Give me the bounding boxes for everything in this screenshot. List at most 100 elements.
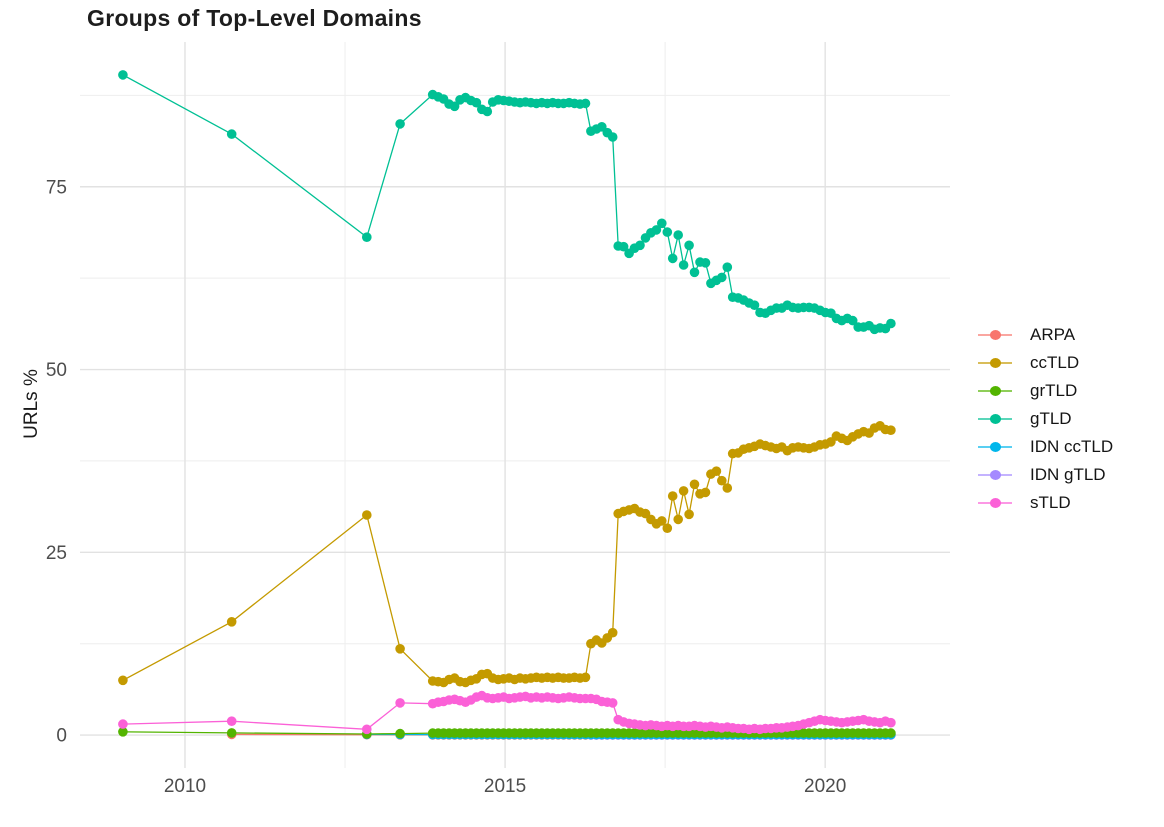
legend-label: IDN ccTLD [1030,437,1114,456]
data-point [886,728,896,738]
data-point [118,727,128,737]
data-point [711,466,722,477]
data-point [580,98,591,109]
legend-label: IDN gTLD [1030,465,1106,484]
data-point [847,315,858,326]
data-point [667,253,678,264]
legend-key-dot [990,498,1001,508]
y-tick-label: 50 [46,360,67,381]
legend-key-dot [990,470,1001,480]
data-point [722,262,733,273]
data-point [635,240,645,251]
legend-item-arpa: ARPA [978,321,1113,349]
data-point [749,300,760,311]
legend-key-dot [990,358,1001,368]
data-point [118,70,128,80]
legend-item-stld: sTLD [978,489,1113,517]
data-point [678,260,689,270]
data-point [886,425,896,436]
data-point [449,101,460,112]
x-tick-label: 2015 [484,776,526,797]
data-point [226,617,237,627]
data-point [362,510,372,520]
data-point [580,672,591,683]
gridlines [80,42,950,768]
data-point [678,486,689,496]
legend-key-icon [978,496,1012,510]
chart-title: Groups of Top-Level Domains [87,5,422,31]
data-point [395,728,405,739]
data-point [607,698,618,708]
legend-item-grtld: grTLD [978,377,1113,405]
data-point [607,132,618,142]
y-axis-title: URLs % [21,369,42,439]
data-point [689,267,700,278]
data-point [618,241,629,252]
axis-labels: 0 25 50 75 2010 2015 2020 [46,177,846,797]
legend-key-icon [978,412,1012,426]
series-stld [118,690,896,735]
legend-key-icon [978,384,1012,398]
data-point [684,509,694,520]
legend-key-dot [990,386,1001,396]
x-tick-label: 2020 [804,776,846,797]
legend-label: ccTLD [1030,353,1080,372]
data-point [886,318,896,329]
data-point [226,716,237,726]
chart-legend: ARPA ccTLD grTLD gTLD IDN ccTLD IDN gTLD sTLD [978,321,1113,517]
y-tick-label: 25 [46,543,67,564]
data-point [722,483,733,493]
legend-item-cctld: ccTLD [978,349,1113,377]
legend-item-gtld: gTLD [978,405,1113,433]
data-point [395,698,405,708]
data-point [226,728,237,738]
legend-key-dot [990,442,1001,452]
legend-key-dot [990,414,1001,424]
data-point [657,516,667,526]
legend-item-idn-cctld: IDN ccTLD [978,433,1113,461]
legend-key-icon [978,328,1012,342]
data-point [471,97,482,108]
x-tick-label: 2010 [164,776,206,797]
series-cctld [118,421,896,688]
data-point [673,514,683,525]
legend-label: gTLD [1030,409,1072,428]
y-tick-label: 75 [46,177,67,198]
y-tick-label: 0 [56,726,67,747]
data-point [226,129,237,139]
legend-label: sTLD [1030,493,1071,512]
legend-key-icon [978,356,1012,370]
data-point [700,487,711,498]
legend-key-icon [978,468,1012,482]
data-point [362,232,372,242]
data-point [673,230,683,240]
legend-label: grTLD [1030,381,1078,400]
legend-label: ARPA [1030,325,1076,344]
data-point [689,479,700,490]
data-point [700,258,711,268]
data-point [717,272,727,283]
data-point [118,675,128,686]
data-point [657,218,667,229]
data-point [118,719,128,729]
legend-item-idn-gtld: IDN gTLD [978,461,1113,489]
series-gtld [118,70,896,335]
data-point [662,227,673,237]
data-point [662,523,673,533]
data-point [886,717,896,728]
data-point [362,724,372,735]
legend-key-icon [978,440,1012,454]
data-point [667,491,678,501]
data-point [482,106,493,117]
legend-key-dot [990,330,1001,340]
data-point [395,119,405,129]
data-point [717,475,727,486]
data-point [651,225,662,235]
data-point [395,644,405,654]
data-point [607,627,618,638]
series-grtld [118,727,896,739]
data-point [684,240,694,251]
series-line [122,74,892,331]
